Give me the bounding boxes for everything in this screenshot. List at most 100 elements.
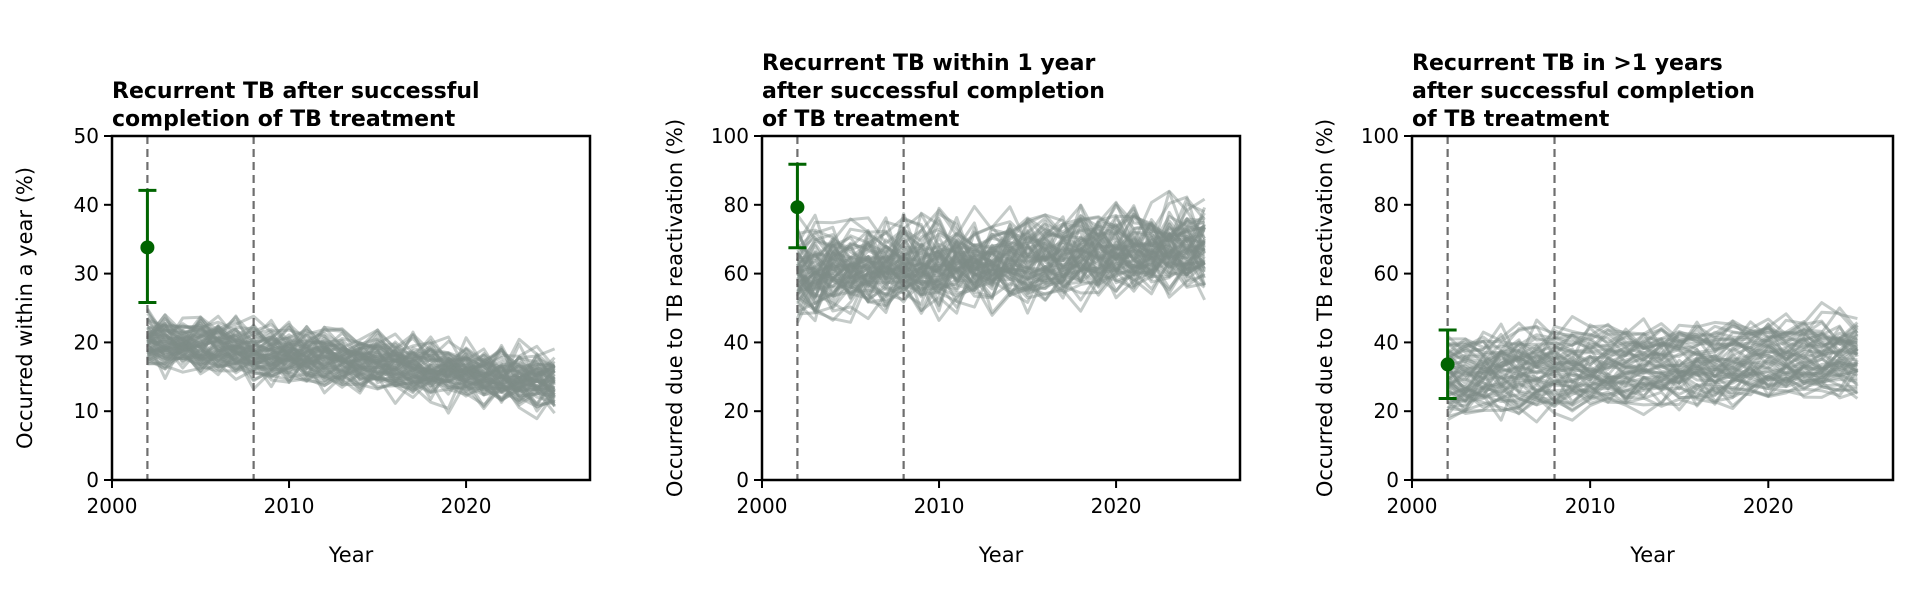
simulation-line xyxy=(1447,365,1858,409)
simulation-line xyxy=(796,229,1207,324)
chart-title: Recurrent TB in >1 years after successful… xyxy=(1412,51,1755,132)
simulation-line xyxy=(1447,346,1859,387)
simulation-line xyxy=(146,312,556,378)
x-tick-label: 2020 xyxy=(1743,494,1794,518)
simulation-line xyxy=(1447,345,1858,399)
simulation-line xyxy=(146,309,555,392)
chart-title-line: after successful completion xyxy=(762,79,1105,104)
simulation-line xyxy=(147,338,556,409)
simulation-line xyxy=(146,322,555,383)
simulation-line xyxy=(796,234,1206,305)
simulation-line xyxy=(1447,337,1859,397)
y-tick-label: 100 xyxy=(711,124,749,148)
simulation-line xyxy=(796,220,1206,314)
simulation-line xyxy=(796,205,1206,264)
simulation-line xyxy=(1446,318,1859,364)
simulation-lines xyxy=(146,307,556,421)
simulation-line xyxy=(1447,332,1858,373)
simulation-line xyxy=(796,237,1206,312)
simulation-line xyxy=(146,343,556,421)
simulation-line xyxy=(797,204,1206,283)
simulation-line xyxy=(1446,363,1858,406)
simulation-line xyxy=(146,334,555,405)
simulation-line xyxy=(797,249,1206,304)
simulation-line xyxy=(1447,334,1859,374)
simulation-line xyxy=(147,332,555,391)
simulation-line xyxy=(796,252,1206,322)
simulation-line xyxy=(796,234,1206,293)
simulation-line xyxy=(1447,306,1859,359)
x-tick-label: 2020 xyxy=(441,494,492,518)
simulation-line xyxy=(797,244,1206,316)
plot-frame xyxy=(1410,134,1895,482)
simulation-line xyxy=(146,328,556,413)
y-tick-label: 50 xyxy=(74,124,99,148)
simulation-line xyxy=(796,240,1206,293)
simulation-line xyxy=(796,247,1206,322)
simulation-line xyxy=(1446,360,1859,417)
chart-title-line: Recurrent TB within 1 year xyxy=(762,51,1095,76)
simulation-line xyxy=(796,216,1206,276)
chart-title-line: Recurrent TB after successful xyxy=(112,79,480,104)
simulation-line xyxy=(795,196,1206,281)
simulation-line xyxy=(147,326,556,381)
simulation-line xyxy=(796,201,1206,279)
simulation-line xyxy=(796,236,1206,313)
chart-panel-1: Recurrent TB after successful completion … xyxy=(13,79,592,567)
simulation-line xyxy=(1446,351,1859,404)
y-axis-label: Occurred due to TB reactivation (%) xyxy=(1313,119,1337,497)
simulation-line xyxy=(796,238,1206,314)
simulation-line xyxy=(796,231,1206,312)
x-tick-label: 2000 xyxy=(737,494,788,518)
simulation-line xyxy=(146,317,556,375)
y-tick-label: 100 xyxy=(1361,124,1399,148)
simulation-line xyxy=(1446,364,1859,409)
simulation-line xyxy=(146,353,556,405)
simulation-line xyxy=(796,235,1205,306)
simulation-line xyxy=(146,335,556,399)
simulation-line xyxy=(796,202,1206,261)
simulation-line xyxy=(796,229,1206,296)
simulation-line xyxy=(1446,318,1859,363)
simulation-line xyxy=(146,313,556,377)
simulation-line xyxy=(146,325,556,394)
simulation-line xyxy=(146,314,556,390)
simulation-line xyxy=(1446,335,1859,378)
target-point xyxy=(140,240,155,255)
simulation-line xyxy=(1446,329,1859,381)
simulation-line xyxy=(146,314,556,379)
simulation-line xyxy=(1446,325,1859,381)
simulation-line xyxy=(146,335,556,394)
simulation-line xyxy=(1446,328,1859,367)
simulation-line xyxy=(1446,349,1858,387)
simulation-line xyxy=(796,206,1206,284)
simulation-line xyxy=(146,323,556,385)
simulation-line xyxy=(1446,310,1859,354)
simulation-line xyxy=(796,253,1205,295)
simulation-line xyxy=(796,223,1206,290)
simulation-line xyxy=(146,342,555,406)
plot-frame xyxy=(760,134,1242,482)
simulation-line xyxy=(146,337,556,403)
x-axis-label: Year xyxy=(1629,543,1675,567)
simulation-line xyxy=(797,215,1206,274)
simulation-line xyxy=(146,320,555,392)
simulation-line xyxy=(796,236,1206,290)
simulation-line xyxy=(146,335,555,415)
simulation-line xyxy=(146,316,555,391)
simulation-line xyxy=(1446,353,1858,393)
target-point xyxy=(790,200,805,215)
simulation-line xyxy=(796,226,1207,295)
y-tick-label: 80 xyxy=(1374,193,1399,217)
simulation-line xyxy=(796,240,1206,302)
simulation-line xyxy=(797,225,1205,286)
simulation-line xyxy=(147,340,555,398)
simulation-line xyxy=(796,247,1206,323)
target-point xyxy=(1440,357,1455,372)
chart-title: Recurrent TB after successful completion … xyxy=(112,79,480,132)
simulation-line xyxy=(146,336,556,396)
chart-title-line: of TB treatment xyxy=(762,107,960,132)
chart-title-line: after successful completion xyxy=(1412,79,1755,104)
